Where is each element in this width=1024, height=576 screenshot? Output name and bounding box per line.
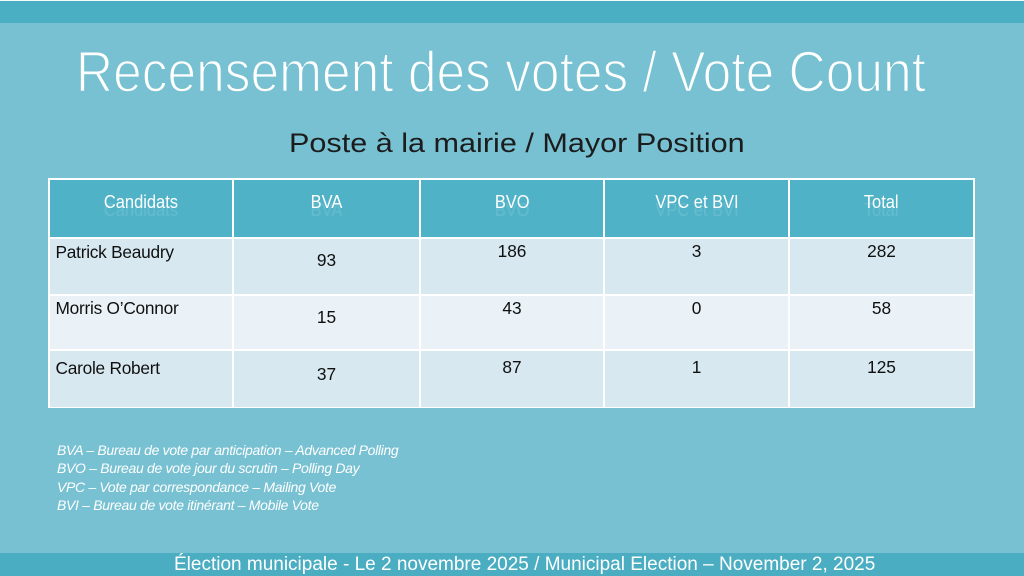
svg-text:Recensement des votes / Vote C: Recensement des votes / Vote Count bbox=[76, 40, 926, 104]
